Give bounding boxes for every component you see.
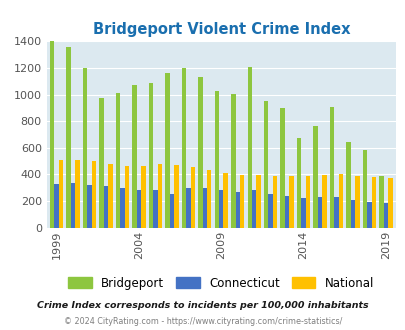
Bar [263, 101, 268, 228]
Bar [223, 173, 227, 228]
Title: Bridgeport Violent Crime Index: Bridgeport Violent Crime Index [92, 22, 349, 37]
Bar [383, 203, 387, 228]
Bar [115, 93, 120, 228]
Bar [198, 77, 202, 228]
Bar [387, 178, 392, 228]
Text: © 2024 CityRating.com - https://www.cityrating.com/crime-statistics/: © 2024 CityRating.com - https://www.city… [64, 317, 341, 326]
Bar [83, 68, 87, 228]
Bar [280, 108, 284, 228]
Bar [50, 41, 54, 228]
Bar [219, 190, 223, 228]
Bar [148, 82, 153, 228]
Bar [333, 197, 338, 228]
Bar [289, 177, 293, 228]
Bar [378, 176, 383, 228]
Bar [157, 164, 162, 228]
Bar [367, 202, 371, 228]
Bar [66, 47, 70, 228]
Text: Crime Index corresponds to incidents per 100,000 inhabitants: Crime Index corresponds to incidents per… [37, 301, 368, 310]
Bar [322, 175, 326, 228]
Bar [185, 188, 190, 228]
Bar [190, 167, 194, 228]
Bar [354, 177, 359, 228]
Bar [108, 164, 112, 228]
Bar [317, 197, 322, 228]
Bar [99, 98, 104, 228]
Bar [181, 68, 185, 228]
Bar [120, 188, 124, 228]
Bar [165, 73, 169, 228]
Bar [214, 91, 219, 228]
Bar [169, 194, 174, 228]
Bar [371, 177, 375, 228]
Bar [345, 143, 350, 228]
Bar [92, 161, 96, 228]
Bar [313, 126, 317, 228]
Bar [239, 175, 244, 228]
Bar [256, 175, 260, 228]
Bar [136, 190, 141, 228]
Bar [87, 185, 92, 228]
Bar [350, 200, 354, 228]
Bar [296, 139, 301, 228]
Bar [247, 67, 252, 228]
Bar [284, 196, 289, 228]
Bar [104, 186, 108, 228]
Bar [141, 166, 145, 228]
Bar [153, 190, 157, 228]
Bar [70, 183, 75, 228]
Legend: Bridgeport, Connecticut, National: Bridgeport, Connecticut, National [62, 271, 379, 296]
Bar [329, 107, 333, 228]
Bar [124, 166, 129, 228]
Bar [272, 177, 277, 228]
Bar [268, 194, 272, 228]
Bar [59, 160, 63, 228]
Bar [202, 188, 207, 228]
Bar [235, 192, 239, 228]
Bar [54, 184, 59, 228]
Bar [305, 177, 309, 228]
Bar [132, 85, 136, 228]
Bar [75, 160, 79, 228]
Bar [230, 94, 235, 228]
Bar [252, 190, 256, 228]
Bar [338, 175, 342, 228]
Bar [174, 165, 178, 228]
Bar [207, 170, 211, 228]
Bar [362, 150, 367, 228]
Bar [301, 198, 305, 228]
